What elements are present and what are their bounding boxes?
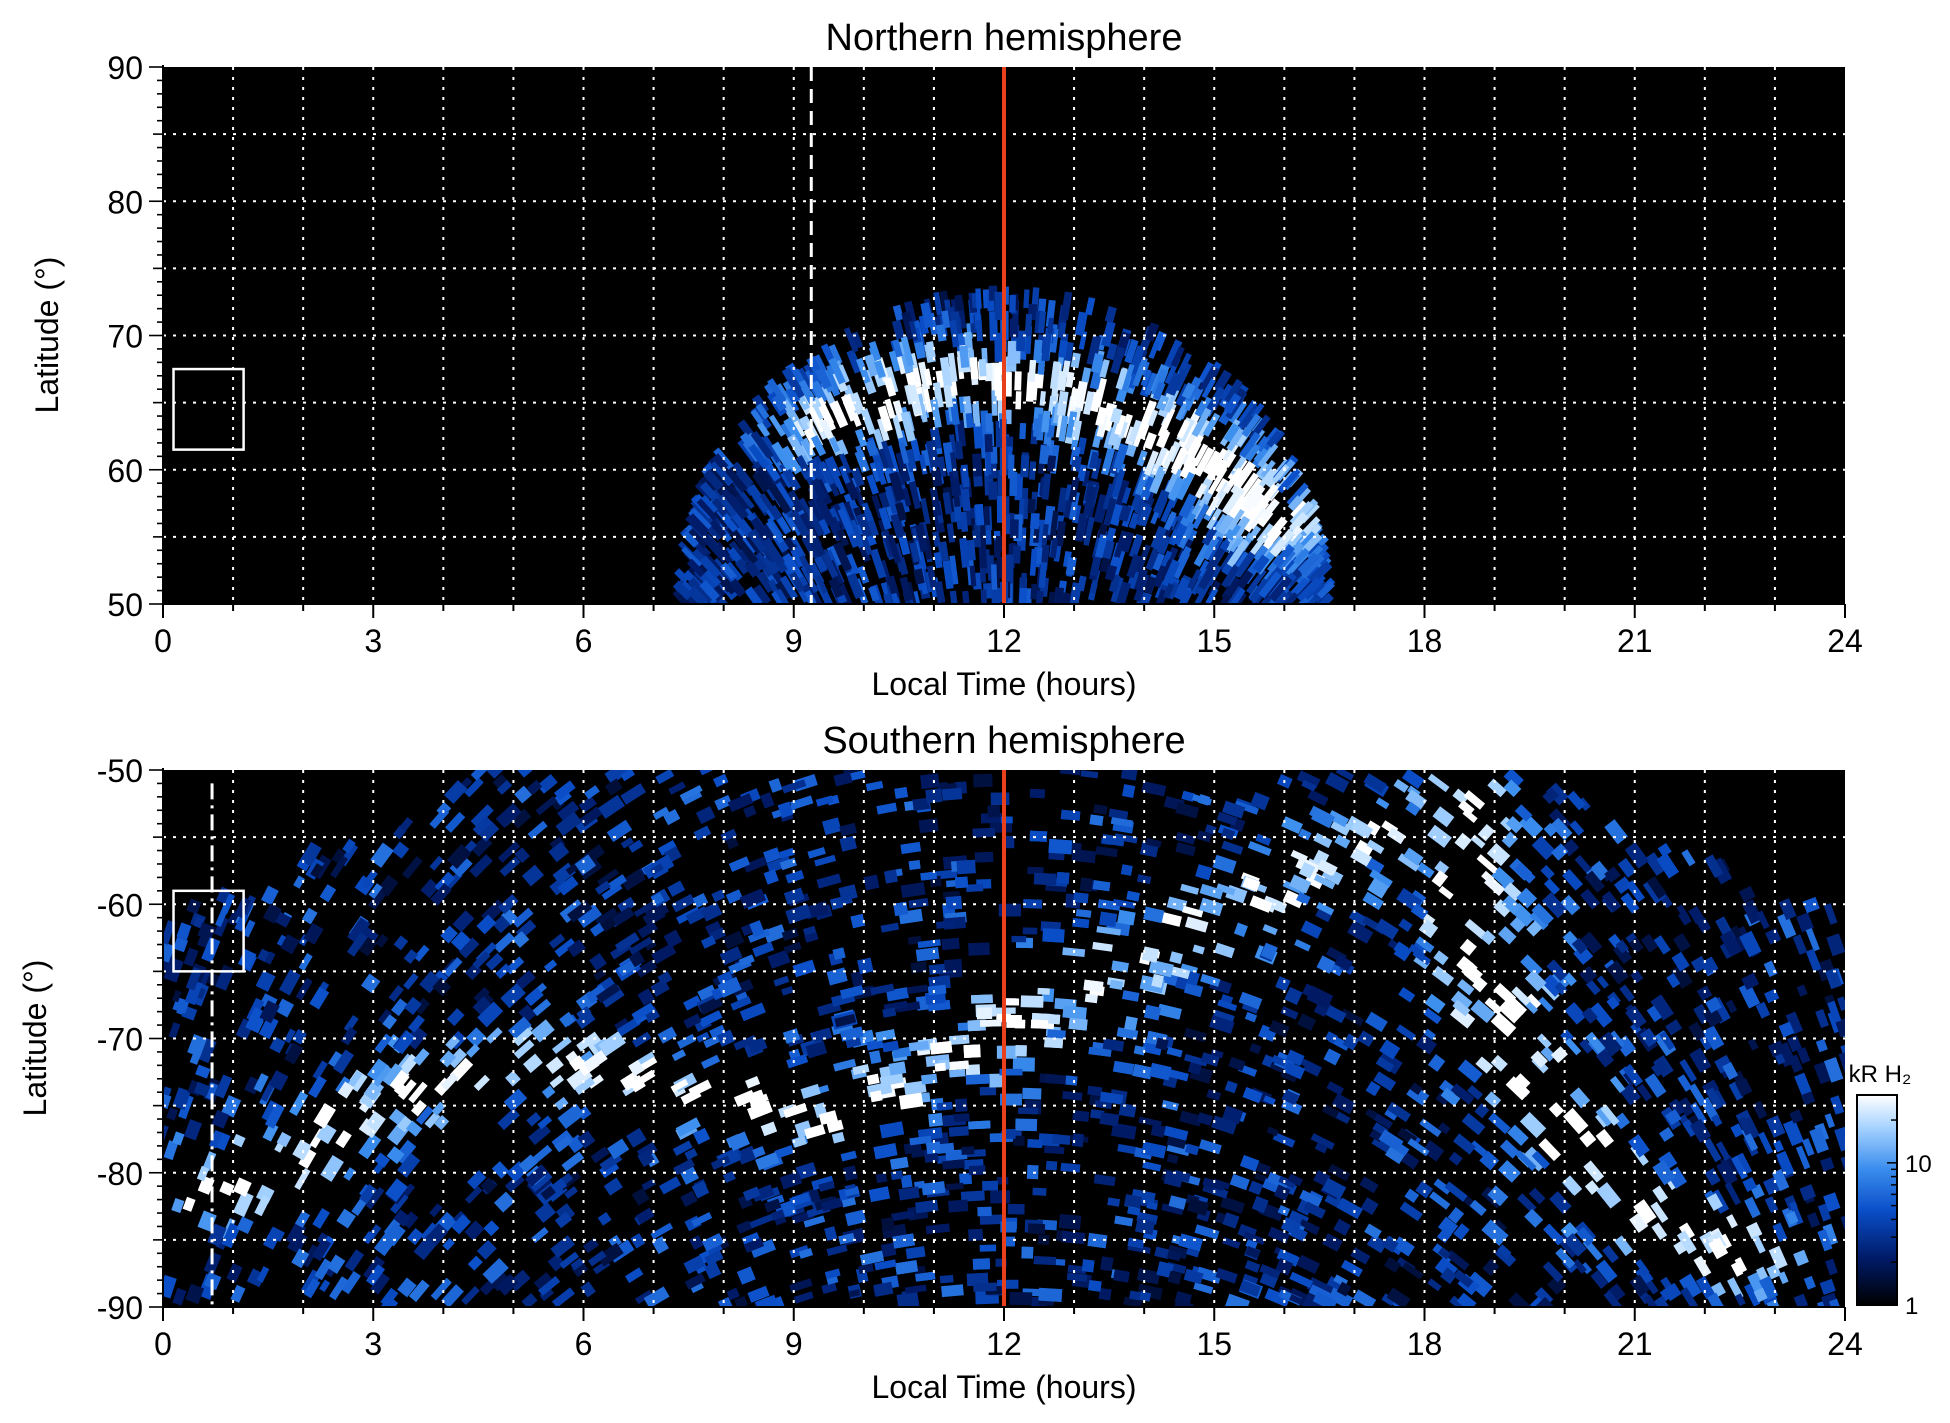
x-tick-label: 12 — [986, 1326, 1022, 1362]
north-title: Northern hemisphere — [826, 17, 1183, 59]
north-y-tick-labels: 50 60 70 80 90 — [107, 50, 143, 623]
x-tick-label: 9 — [785, 623, 803, 659]
x-tick-label: 3 — [364, 1326, 382, 1362]
north-overlays — [172, 67, 1006, 604]
x-tick-label: 18 — [1407, 623, 1443, 659]
colorbar-gradient — [1856, 1094, 1898, 1306]
reference-box — [172, 889, 245, 973]
colorbar-tick-label: 1 — [1905, 1293, 1918, 1320]
south-y-tick-labels: -90 -80 -70 -60 -50 — [97, 753, 143, 1326]
y-tick-label: -70 — [97, 1022, 143, 1058]
north-x-tick-labels: 0 3 6 9 12 15 18 21 24 — [154, 623, 1863, 659]
south-overlays — [172, 770, 1006, 1307]
x-tick-label: 6 — [575, 1326, 593, 1362]
south-title: Southern hemisphere — [822, 720, 1185, 762]
y-tick-label: 50 — [107, 587, 143, 623]
y-tick-label: -80 — [97, 1156, 143, 1192]
x-tick-label: 0 — [154, 1326, 172, 1362]
north-emission — [672, 285, 1336, 604]
colorbar-ticks: 1 10 — [1887, 1094, 1932, 1320]
south-emission — [163, 770, 1845, 1307]
x-tick-label: 9 — [785, 1326, 803, 1362]
x-tick-label: 24 — [1827, 1326, 1863, 1362]
south-y-axis-label: Latitude (°) — [17, 960, 53, 1117]
y-tick-label: -60 — [97, 887, 143, 923]
x-tick-label: 3 — [364, 623, 382, 659]
y-tick-label: -90 — [97, 1290, 143, 1326]
north-axes — [149, 65, 1846, 618]
y-tick-label: 90 — [107, 50, 143, 86]
y-tick-label: 70 — [107, 319, 143, 355]
south-axes — [149, 768, 1846, 1321]
x-tick-label: 18 — [1407, 1326, 1443, 1362]
south-x-tick-labels: 0 3 6 9 12 15 18 21 24 — [154, 1326, 1863, 1362]
reference-box — [172, 367, 245, 451]
x-tick-label: 15 — [1196, 1326, 1232, 1362]
colorbar-tick-label: 10 — [1905, 1151, 1932, 1178]
x-tick-label: 0 — [154, 623, 172, 659]
x-tick-label: 21 — [1617, 1326, 1653, 1362]
y-tick-label: -50 — [97, 753, 143, 789]
north-x-axis-label: Local Time (hours) — [872, 666, 1137, 702]
colorbar: kR H₂ 1 10 — [1849, 1061, 1932, 1320]
x-tick-label: 21 — [1617, 623, 1653, 659]
north-y-axis-label: Latitude (°) — [29, 257, 65, 414]
northern-panel: Northern hemisphere 0 3 6 9 12 15 18 21 24 50 60 7… — [29, 17, 1863, 702]
x-tick-label: 24 — [1827, 623, 1863, 659]
southern-panel: Southern hemisphere 0 3 6 9 12 15 18 21 24 -90 -8… — [17, 720, 1863, 1405]
y-tick-label: 60 — [107, 453, 143, 489]
x-tick-label: 6 — [575, 623, 593, 659]
x-tick-label: 15 — [1196, 623, 1232, 659]
y-tick-label: 80 — [107, 184, 143, 220]
south-x-axis-label: Local Time (hours) — [872, 1369, 1137, 1405]
x-tick-label: 12 — [986, 623, 1022, 659]
colorbar-label: kR H₂ — [1849, 1061, 1912, 1088]
